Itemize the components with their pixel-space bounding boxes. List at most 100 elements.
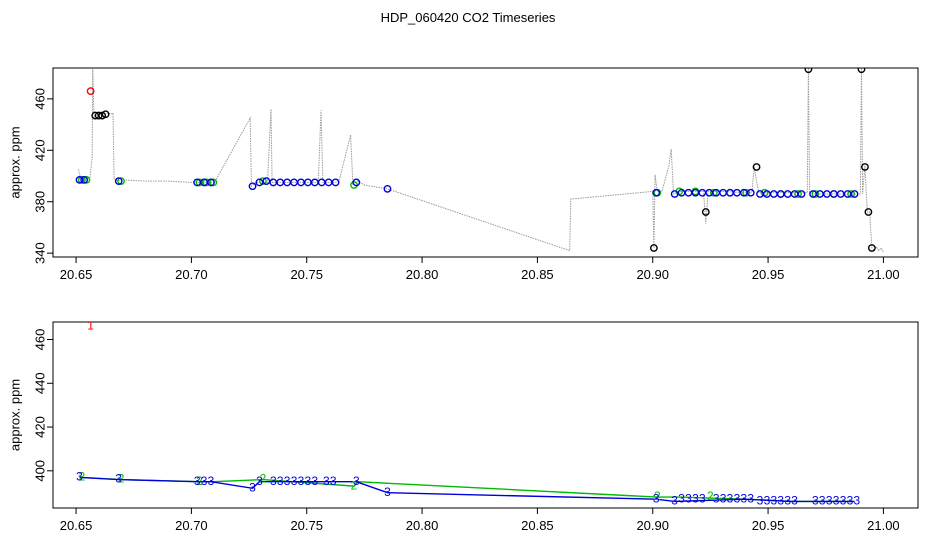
x-tick-label: 20.70	[175, 267, 208, 282]
data-point	[797, 190, 806, 198]
data-point	[698, 188, 707, 197]
data-point	[861, 163, 869, 171]
chart-title: HDP_060420 CO2 Timeseries	[380, 10, 556, 25]
data-label: 3	[847, 494, 854, 508]
data-label: 3	[311, 474, 318, 488]
data-label: 3	[764, 494, 771, 508]
x-tick-label: 20.75	[290, 518, 323, 533]
data-point	[850, 190, 859, 198]
plot-frame	[52, 321, 919, 509]
data-label: 3	[270, 474, 277, 488]
data-point	[290, 178, 298, 187]
data-point	[684, 188, 693, 197]
data-label: 3	[833, 494, 840, 508]
y-tick-label: 440	[32, 372, 47, 394]
data-point	[719, 188, 727, 197]
plot-1: 20.65 20.70 20.75 20.80 20.85 20.90 20.95 21.00…	[7, 67, 919, 282]
plot-2: 20.65 20.70 20.75 20.80 20.85 20.90 20.95 21.00…	[7, 321, 919, 533]
data-label: 3	[692, 491, 699, 505]
x-tick-label: 20.70	[175, 518, 208, 533]
data-point	[804, 68, 813, 74]
data-label: 2	[351, 478, 358, 492]
data-point	[709, 188, 718, 197]
data-label: 3	[249, 480, 256, 494]
y-tick-label: 380	[32, 191, 47, 213]
data-label: 3	[734, 491, 741, 505]
data-label: 3	[784, 494, 791, 508]
data-label: 3	[741, 491, 748, 505]
data-point	[811, 190, 820, 198]
data-point	[98, 111, 107, 120]
data-point	[649, 244, 658, 252]
data-point	[794, 190, 802, 198]
series-line-raw	[77, 68, 884, 253]
data-point	[752, 163, 761, 171]
y-tick-label: 460	[32, 88, 47, 110]
data-label: 3	[791, 494, 798, 508]
data-label: 3	[854, 494, 861, 508]
data-label: 3	[384, 485, 391, 499]
data-point	[864, 208, 873, 216]
data-label: 3	[671, 494, 678, 508]
y-tick-label: 420	[32, 139, 47, 161]
data-point	[101, 110, 110, 119]
data-label: 3	[770, 494, 777, 508]
data-point	[114, 177, 123, 186]
plot-area	[75, 68, 884, 253]
data-point	[117, 177, 125, 186]
data-label: 3	[713, 491, 720, 505]
y-tick-label: 460	[32, 329, 47, 351]
data-label: 3	[201, 474, 208, 488]
data-label: 2	[260, 472, 267, 486]
data-label: 3	[777, 494, 784, 508]
x-tick-label: 20.85	[521, 267, 554, 282]
data-label: 3	[727, 491, 734, 505]
plot-area: 123 23 23 3 3 323 3 3 3 3 3 3 3 3 3 233 23 3 3 3 3 3 2 3 3 3 3 3 3 3 3…	[76, 322, 861, 508]
data-point	[776, 190, 785, 198]
y-axis-label: approx. ppm	[7, 379, 22, 451]
x-tick-label: 20.90	[636, 518, 669, 533]
data-label: 3	[812, 494, 819, 508]
x-tick-label: 20.95	[752, 267, 785, 282]
data-label: 3	[194, 474, 201, 488]
data-label: 3	[826, 494, 833, 508]
data-point	[670, 190, 679, 198]
data-point	[867, 244, 876, 252]
series-line	[79, 476, 855, 503]
data-label: 3	[208, 474, 215, 488]
data-point	[209, 178, 218, 187]
data-point	[77, 175, 86, 184]
data-point	[352, 178, 361, 187]
x-tick-label: 20.65	[60, 518, 93, 533]
data-point	[742, 188, 751, 197]
data-point	[769, 190, 778, 198]
x-tick-label: 20.75	[290, 267, 323, 282]
y-axis-label: approx. ppm	[7, 126, 22, 198]
data-label: 3	[277, 474, 284, 488]
data-point	[248, 182, 257, 191]
data-label: 3	[76, 470, 83, 484]
data-label: 3	[305, 474, 312, 488]
data-label: 3	[685, 491, 692, 505]
data-point	[94, 111, 103, 120]
data-point	[847, 190, 856, 198]
x-tick-label: 20.85	[521, 518, 554, 533]
data-label: 2	[78, 470, 85, 484]
data-label: 3	[699, 491, 706, 505]
data-label: 3	[291, 474, 298, 488]
data-point	[383, 184, 392, 193]
plot-frame	[52, 67, 919, 258]
x-tick-label: 21.00	[867, 267, 900, 282]
data-point	[733, 188, 741, 197]
data-point	[86, 87, 95, 96]
data-label: 3	[323, 474, 330, 488]
data-point	[75, 175, 84, 184]
data-label: 2	[707, 489, 714, 503]
data-point	[255, 178, 264, 187]
data-point	[857, 68, 866, 74]
data-label: 2	[118, 472, 125, 486]
x-tick-label: 20.80	[406, 518, 439, 533]
data-point	[262, 177, 271, 186]
y-tick-label: 420	[32, 416, 47, 438]
